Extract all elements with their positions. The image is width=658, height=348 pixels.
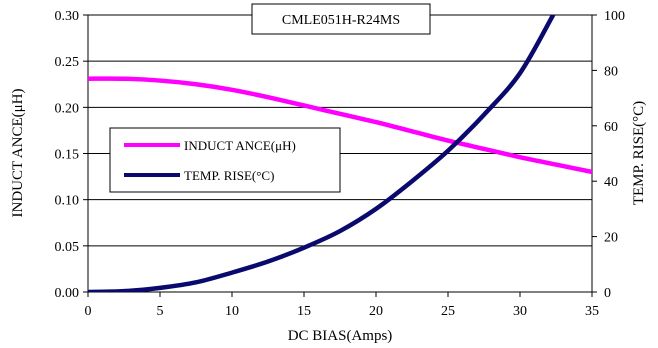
legend-label-temp-rise: TEMP. RISE(°C) [184, 168, 274, 183]
y-right-tick-label: 80 [604, 64, 618, 79]
y-left-tick-label: 0.20 [55, 101, 80, 116]
series-lines [88, 15, 592, 292]
y-right-tick-label: 20 [604, 231, 618, 246]
legend-box [109, 127, 341, 193]
y-right-tick-label: 100 [604, 9, 625, 24]
chart-title: CMLE051H-R24MS [282, 13, 400, 28]
y-left-tick-label: 0.15 [55, 148, 80, 163]
x-tick-label: 20 [369, 304, 383, 319]
series-line-temp-rise [88, 15, 556, 292]
x-ticks: 0 5 10 15 20 25 30 35 [85, 292, 599, 319]
y-left-tick-label: 0.10 [55, 194, 80, 209]
y-right-axis-label: TEMP. RISE(°C) [631, 101, 647, 205]
y-left-tick-label: 0.05 [55, 240, 80, 255]
x-tick-label: 15 [297, 304, 311, 319]
y-left-ticks: 0.00 0.05 0.10 0.15 0.20 0.25 0.30 [55, 9, 88, 301]
y-right-tick-label: 0 [604, 286, 611, 301]
x-tick-label: 0 [85, 304, 92, 319]
y-left-axis-label: INDUCT ANCE(μH) [10, 88, 26, 217]
y-right-ticks: 0 20 40 60 80 100 [592, 9, 625, 301]
x-tick-label: 30 [513, 304, 527, 319]
x-tick-label: 35 [585, 304, 599, 319]
x-tick-label: 10 [225, 304, 239, 319]
y-right-tick-label: 60 [604, 120, 618, 135]
x-axis-label: DC BIAS(Amps) [288, 328, 393, 344]
y-right-tick-label: 40 [604, 175, 618, 190]
y-left-tick-label: 0.00 [55, 286, 80, 301]
x-tick-label: 25 [441, 304, 455, 319]
series-line-inductance [88, 76, 592, 175]
y-left-tick-label: 0.25 [55, 55, 80, 70]
legend-label-inductance: INDUCT ANCE(μH) [184, 138, 296, 153]
x-tick-label: 5 [157, 304, 164, 319]
y-left-tick-label: 0.30 [55, 9, 80, 24]
chart-title-box [251, 3, 431, 35]
